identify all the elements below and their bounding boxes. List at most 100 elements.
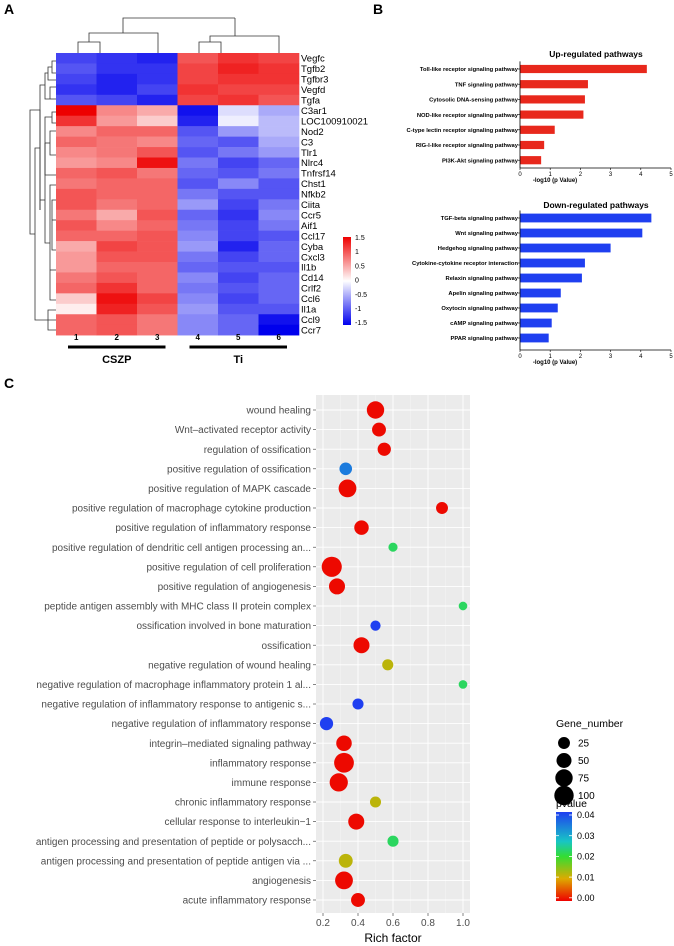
- heatmap-cell: [258, 53, 300, 64]
- go-term-label: inflammatory response: [210, 758, 312, 769]
- heatmap-groups: CSZP Ti: [68, 345, 287, 366]
- bar: [520, 228, 643, 238]
- bar: [520, 273, 582, 283]
- heatmap-row-label: Cyba: [301, 242, 324, 253]
- go-term-label: acute inflammatory response: [183, 896, 312, 907]
- heatmap-cell: [96, 53, 138, 64]
- bar-category-label: Toll-like receptor signaling pathway: [420, 67, 519, 73]
- heatmap-row-label: Chst1: [301, 179, 326, 190]
- heatmap-cell: [258, 324, 300, 336]
- x-tick-label: 1: [549, 172, 553, 178]
- bar-chart-title: Up-regulated pathways: [549, 49, 643, 59]
- heatmap-row-label: Tnfrsf14: [301, 169, 336, 180]
- heatmap-cell: [137, 178, 178, 190]
- heatmap-cell: [137, 241, 178, 252]
- bar: [520, 258, 585, 268]
- enrichment-dot: [338, 479, 357, 498]
- x-tick-label: 3: [609, 354, 613, 360]
- heatmap-cell: [96, 115, 138, 127]
- heatmap-cell: [218, 241, 259, 252]
- bar-category-label: PPAR signaling pathway: [450, 336, 518, 342]
- heatmap-cell: [56, 105, 97, 116]
- heatmap-cell: [258, 157, 300, 169]
- heatmap-cell: [56, 63, 97, 75]
- size-legend-label: 50: [578, 756, 590, 767]
- heatmap-cell: [137, 293, 178, 305]
- heatmap-cell: [218, 126, 259, 137]
- go-term-label: positive regulation of dendritic cell an…: [52, 543, 311, 554]
- heatmap-cell: [96, 220, 138, 231]
- heatmap-cell: [56, 167, 97, 179]
- bar: [520, 64, 647, 74]
- heatmap-cell: [218, 199, 259, 211]
- heatmap-cell: [96, 241, 138, 252]
- heatmap-cell: [177, 136, 219, 148]
- heatmap-row-label: Tlr1: [301, 148, 317, 159]
- go-term-label: positive regulation of macrophage cytoki…: [72, 504, 311, 515]
- heatmap-cell: [177, 241, 219, 252]
- bar: [520, 110, 584, 119]
- heatmap-cell: [258, 167, 300, 179]
- heatmap-cell: [56, 282, 97, 294]
- heatmap-cell: [258, 303, 300, 315]
- x-tick-label: 1: [549, 354, 553, 360]
- heatmap-cell: [218, 314, 259, 325]
- heatmap-cell: [137, 167, 178, 179]
- heatmap-cell: [177, 314, 219, 325]
- enrichment-dot: [436, 502, 448, 514]
- x-tick-label: 4: [639, 354, 643, 360]
- heatmap-legend-ticks: 1.5 1 0.5 0 -0.5 -1 -1.5: [355, 235, 367, 327]
- heatmap-row-label: Crlf2: [301, 284, 321, 295]
- heatmap-cell: [137, 147, 178, 158]
- heatmap-cell: [56, 220, 97, 231]
- heatmap-cell: [137, 282, 178, 294]
- enrichment-dot: [338, 853, 353, 868]
- bar: [520, 333, 549, 343]
- gene-number-legend: Gene_number 25 50 75 100: [554, 718, 624, 806]
- heatmap-cell: [177, 230, 219, 242]
- heatmap-cell: [56, 147, 97, 158]
- enrichment-dot: [366, 401, 385, 419]
- bar-category-label: TGF-beta signaling pathway: [441, 216, 519, 222]
- enrichment-dot: [328, 578, 346, 595]
- heatmap-row-label: Nod2: [301, 127, 324, 138]
- bar: [520, 318, 552, 328]
- heatmap-cell: [137, 262, 178, 273]
- heatmap-cell: [258, 63, 300, 75]
- heatmap-cell: [177, 147, 219, 158]
- bar-category-label: Oxytocin signaling pathway: [441, 306, 518, 312]
- heatmap-cell: [177, 53, 219, 64]
- heatmap-cell: [96, 94, 138, 106]
- heatmap-cell: [177, 293, 219, 305]
- heatmap-cell: [96, 282, 138, 294]
- heatmap-cell: [56, 262, 97, 273]
- bar: [520, 243, 611, 253]
- heatmap-cell: [177, 178, 219, 190]
- size-legend-dot: [556, 752, 572, 769]
- size-legend-dot: [555, 769, 573, 787]
- size-legend-label: 25: [578, 739, 590, 750]
- x-tick-label: 0: [518, 354, 522, 360]
- bar: [520, 288, 561, 298]
- heatmap-legend-tick: 0: [355, 278, 359, 285]
- heatmap-cell: [218, 188, 259, 200]
- heatmap-cell: [177, 126, 219, 137]
- heatmap-cell: [96, 209, 138, 221]
- heatmap-row-label: LOC100910021: [301, 116, 368, 127]
- heatmap-cell: [137, 251, 178, 263]
- heatmap-cell: [258, 314, 300, 325]
- heatmap-cell: [258, 251, 300, 263]
- bar-category-label: RIG-I-like receptor signaling pathway: [416, 143, 519, 149]
- go-term-label: regulation of ossification: [204, 445, 311, 456]
- bar: [520, 156, 542, 165]
- heatmap-cell: [137, 199, 178, 211]
- bar-category-label: Apelin signaling pathway: [448, 291, 518, 297]
- heatmap-row-label: Ccr5: [301, 210, 321, 221]
- x-tick-label: 0.8: [421, 918, 435, 929]
- size-legend-label: 75: [578, 774, 590, 785]
- heatmap-cell: [56, 94, 97, 106]
- heatmap-cell: [218, 136, 259, 148]
- heatmap-cell: [137, 272, 178, 284]
